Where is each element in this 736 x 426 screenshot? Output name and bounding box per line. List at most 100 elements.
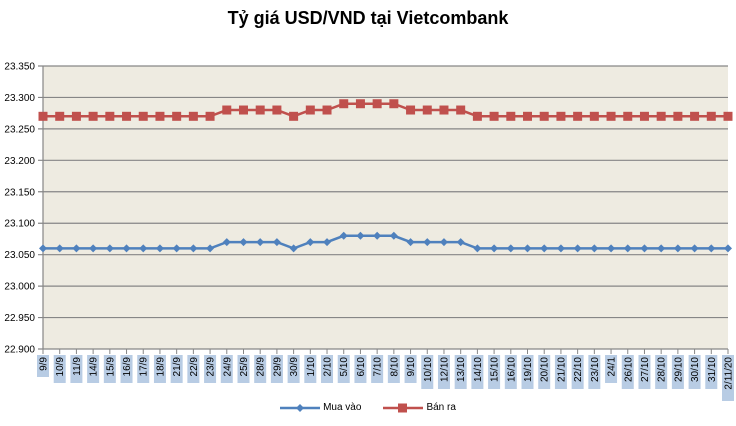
x-label-bg (37, 355, 49, 377)
x-tick-label: 26/10 (623, 357, 634, 382)
x-label-bg (605, 355, 618, 383)
x-tick-label: 14/10 (473, 357, 484, 382)
x-label-bg (337, 355, 350, 383)
data-point (707, 244, 716, 253)
data-point (323, 238, 332, 247)
x-tick-label: 25/9 (239, 357, 250, 377)
x-tick-label: 23/10 (590, 357, 601, 382)
x-label-bg (437, 355, 450, 389)
x-label-bg (87, 355, 100, 383)
data-point (89, 244, 98, 253)
y-tick-label: 23.250 (4, 124, 35, 135)
x-tick-label: 27/10 (640, 357, 651, 382)
data-point (55, 111, 65, 121)
data-point (640, 244, 649, 253)
x-tick-label: 30/9 (289, 357, 300, 377)
data-point (472, 111, 482, 121)
data-point (289, 244, 298, 253)
x-label-bg (671, 355, 684, 389)
x-label-bg (254, 355, 267, 383)
x-tick-label: 13/10 (456, 357, 467, 382)
data-point (573, 244, 582, 253)
x-label-bg (321, 355, 334, 383)
x-tick-label: 21/10 (556, 357, 567, 382)
x-tick-label: 17/9 (139, 357, 150, 377)
x-label-bg (705, 355, 718, 389)
x-label-bg (504, 355, 517, 389)
data-point (72, 244, 81, 253)
x-label-bg (571, 355, 584, 389)
data-point (623, 244, 632, 253)
x-label-bg (187, 355, 200, 383)
data-point (639, 111, 649, 121)
x-tick-label: 6/10 (356, 357, 367, 377)
data-point (306, 238, 315, 247)
x-tick-label: 20/10 (540, 357, 551, 382)
x-tick-label: 28/9 (256, 357, 267, 377)
data-point (322, 105, 332, 115)
x-label-bg (170, 355, 183, 383)
x-label-bg (53, 355, 66, 383)
data-point (589, 111, 599, 121)
x-label-bg (454, 355, 467, 389)
data-point (206, 244, 215, 253)
x-tick-label: 15/10 (490, 357, 501, 382)
data-point (71, 111, 81, 121)
data-point (540, 244, 549, 253)
x-label-bg (204, 355, 217, 383)
x-tick-label: 21/9 (172, 357, 183, 377)
data-point (39, 244, 47, 253)
x-label-bg (70, 355, 83, 383)
x-tick-label: 29/10 (673, 357, 684, 382)
x-label-bg (655, 355, 668, 389)
x-tick-label: 24/1 (607, 357, 618, 377)
legend-label: Mua vào (323, 402, 362, 413)
data-point (105, 111, 115, 121)
x-label-bg (621, 355, 634, 389)
data-point (305, 105, 315, 115)
x-tick-label: 1/10 (306, 357, 317, 377)
y-tick-label: 23.000 (4, 282, 35, 293)
data-point (222, 105, 232, 115)
data-point (656, 111, 666, 121)
data-point (690, 244, 699, 253)
x-tick-label: 22/10 (573, 357, 584, 382)
data-point (38, 111, 48, 121)
data-point (539, 111, 549, 121)
x-tick-label: 15/9 (105, 357, 116, 377)
data-point (523, 244, 532, 253)
x-tick-label: 2/10 (323, 357, 334, 377)
data-point (389, 231, 398, 240)
x-tick-label: 12/10 (439, 357, 450, 382)
data-point (623, 111, 633, 121)
x-tick-label: 16/10 (506, 357, 517, 382)
data-point (523, 111, 533, 121)
square-marker-icon (383, 403, 424, 412)
x-label-bg (722, 355, 734, 401)
x-tick-label: 14/9 (89, 357, 100, 377)
data-point (606, 111, 616, 121)
x-label-bg (638, 355, 651, 389)
legend-item-mua-vao: Mua vào (280, 402, 361, 413)
data-point (456, 238, 465, 247)
data-point (255, 105, 265, 115)
x-tick-label: 9/10 (406, 357, 417, 377)
data-point (139, 244, 148, 253)
x-label-bg (354, 355, 367, 383)
x-label-bg (688, 355, 701, 389)
y-tick-label: 23.300 (4, 93, 35, 104)
data-point (690, 111, 700, 121)
x-tick-label: 7/10 (373, 357, 384, 377)
x-tick-label: 2/11/20 (724, 357, 735, 390)
data-point (590, 244, 599, 253)
data-point (339, 99, 349, 109)
x-tick-label: 10/9 (55, 357, 66, 377)
data-point (222, 238, 231, 247)
y-tick-label: 23.150 (4, 187, 35, 198)
x-tick-label: 18/9 (155, 357, 166, 377)
data-point (356, 231, 365, 240)
y-tick-label: 23.200 (4, 156, 35, 167)
data-point (456, 105, 466, 115)
data-point (172, 244, 181, 253)
data-point (372, 99, 382, 109)
